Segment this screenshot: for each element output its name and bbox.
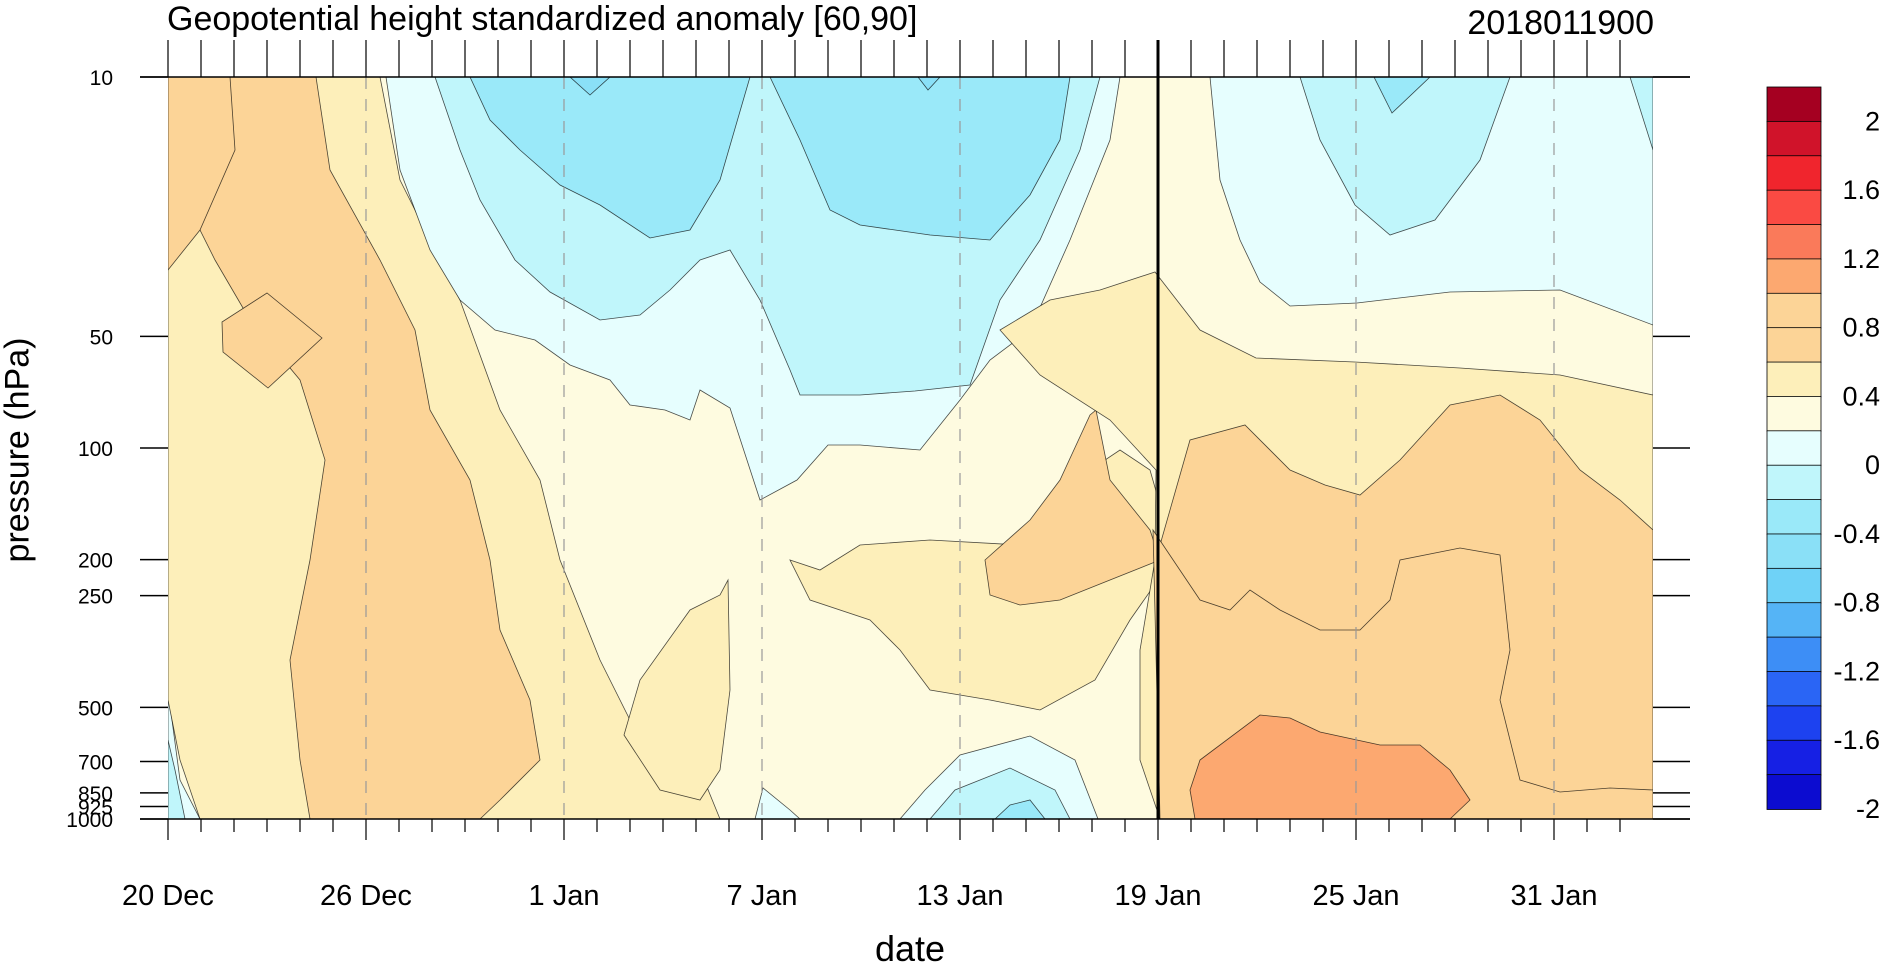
x-tick-label: 20 Dec	[122, 880, 214, 912]
y-tick-label: 10	[90, 67, 113, 90]
colorbar: 2 1.6 1.2 0.8 0.4 0 -0.4 -0.8 -1.2 -1.6 -2	[1766, 86, 1880, 824]
y-tick-label: 50	[90, 326, 113, 349]
colorbar-swatch	[1766, 602, 1822, 638]
colorbar-label: 0	[1865, 450, 1880, 480]
x-tick-label: 26 Dec	[320, 880, 412, 912]
colorbar-swatch	[1766, 671, 1822, 707]
colorbar-label: 1.2	[1842, 244, 1880, 274]
colorbar-swatch	[1766, 774, 1822, 810]
y-tick-label: 250	[78, 586, 113, 609]
y-tick-label: 700	[78, 752, 113, 775]
colorbar-label: 0.8	[1842, 313, 1880, 343]
x-axis-label: date	[874, 928, 946, 969]
colorbar-label: -0.8	[1833, 588, 1880, 618]
region-upper-neg3-b	[917, 77, 941, 91]
colorbar-swatch	[1766, 705, 1822, 742]
y-tick-label: 200	[78, 550, 113, 573]
contour-fill	[168, 77, 1653, 819]
region-upper-neg3-a	[569, 77, 611, 96]
region-pos3-diamond	[221, 292, 323, 389]
x-tick-label: 7 Jan	[727, 880, 798, 912]
colorbar-swatch	[1766, 361, 1822, 398]
colorbar-label: 0.4	[1842, 381, 1880, 411]
x-axis: 20 Dec 26 Dec 1 Jan 7 Jan 13 Jan 19 Jan 25 Jan…	[122, 40, 1621, 912]
x-tick-label: 19 Jan	[1114, 880, 1201, 912]
y-tick-label: 500	[78, 697, 113, 720]
y-tick-label: 850	[78, 783, 113, 806]
colorbar-swatch	[1766, 636, 1822, 673]
region-right-edge-neg0	[1629, 77, 1653, 151]
region-right-pos3	[1189, 714, 1471, 819]
region-mid-pos2	[984, 409, 1161, 606]
colorbar-swatch	[1766, 189, 1822, 226]
x-tick-label: 13 Jan	[916, 880, 1003, 912]
colorbar-label: -2	[1856, 794, 1880, 824]
region-right-neg1	[1299, 77, 1511, 236]
colorbar-swatch	[1766, 155, 1822, 192]
colorbar-swatch	[1766, 464, 1822, 501]
region-bottom-neg2	[994, 799, 1046, 819]
colorbar-swatch	[1766, 258, 1822, 295]
colorbar-swatch	[1766, 120, 1822, 157]
region-center-pos1-b	[623, 578, 731, 801]
date-stamp: 2018011900	[1467, 4, 1654, 42]
colorbar-swatch	[1766, 533, 1822, 570]
colorbar-swatch	[1766, 396, 1822, 432]
colorbar-label: -1.2	[1833, 656, 1880, 686]
colorbar-swatch	[1766, 430, 1822, 467]
colorbar-label: 1.6	[1842, 175, 1880, 205]
region-right-neg2	[1373, 77, 1431, 114]
region-left-edge-neg1	[168, 739, 186, 819]
colorbar-swatch	[1766, 499, 1822, 535]
x-tick-label: 25 Jan	[1312, 880, 1399, 912]
colorbar-swatch	[1766, 327, 1822, 363]
colorbar-label: -0.4	[1833, 519, 1880, 549]
colorbar-swatch	[1766, 567, 1822, 604]
colorbar-label: -1.6	[1833, 725, 1880, 755]
x-tick-label: 1 Jan	[529, 880, 600, 912]
colorbar-swatch	[1766, 292, 1822, 329]
y-tick-label: 925	[78, 796, 113, 819]
y-tick-label: 100	[78, 438, 113, 461]
y-tick-label: 1000	[66, 809, 113, 832]
colorbar-swatch	[1766, 224, 1822, 260]
region-upper-neg2-a	[469, 77, 1071, 241]
colorbar-swatch	[1766, 86, 1822, 123]
colorbar-label: 2	[1865, 106, 1880, 136]
x-tick-label: 31 Jan	[1510, 880, 1597, 912]
colorbar-swatch	[1766, 739, 1822, 776]
date-gridlines	[365, 77, 1555, 819]
region-left-pos2-b	[168, 77, 236, 271]
region-bottom-neg0-b	[754, 787, 801, 819]
y-axis-label: pressure (hPa)	[0, 337, 37, 563]
chart-title: Geopotential height standardized anomaly…	[167, 0, 918, 38]
